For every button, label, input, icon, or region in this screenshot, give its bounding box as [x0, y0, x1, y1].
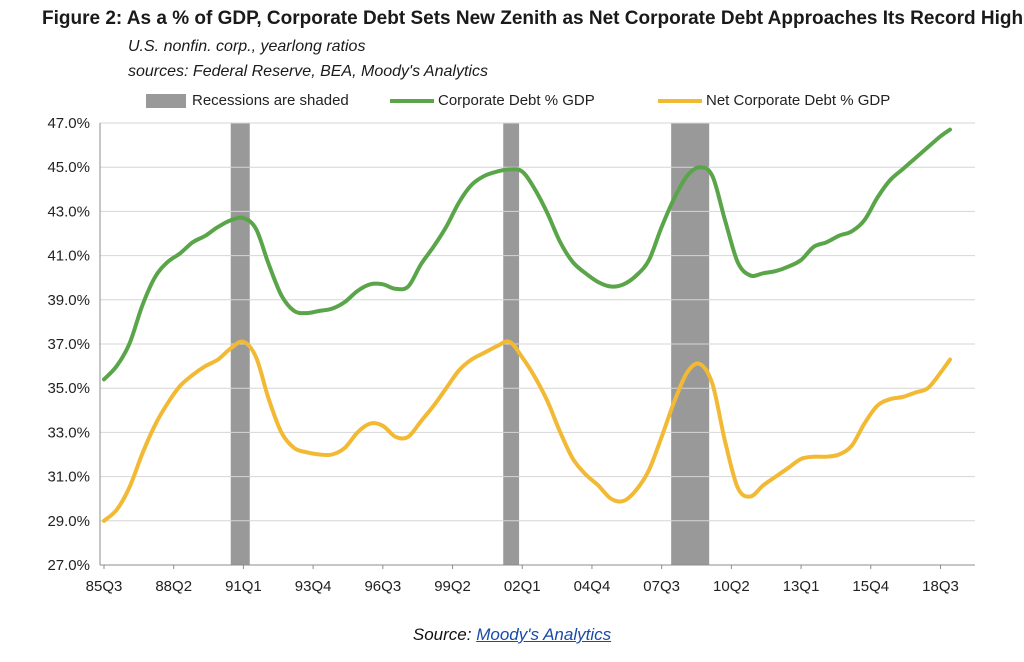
x-tick-label: 96Q3 — [364, 578, 401, 595]
x-tick-label: 10Q2 — [713, 578, 750, 595]
y-tick-label: 39.0% — [47, 292, 90, 309]
x-tick-label: 99Q2 — [434, 578, 471, 595]
x-tick-label: 04Q4 — [574, 578, 611, 595]
chart-legend: Recessions are shaded Corporate Debt % G… — [0, 92, 1024, 114]
x-tick-label: 88Q2 — [155, 578, 192, 595]
legend-swatch-recessions — [146, 93, 186, 108]
legend-item-recessions: Recessions are shaded — [146, 92, 349, 109]
y-tick-label: 41.0% — [47, 248, 90, 265]
y-tick-label: 29.0% — [47, 513, 90, 530]
y-tick-label: 27.0% — [47, 557, 90, 574]
y-tick-label: 31.0% — [47, 469, 90, 486]
x-tick-label: 13Q1 — [783, 578, 820, 595]
x-tick-label: 91Q1 — [225, 578, 262, 595]
source-prefix: Source: — [412, 625, 477, 644]
legend-label-recessions: Recessions are shaded — [192, 92, 349, 109]
x-tick-label: 15Q4 — [852, 578, 889, 595]
legend-swatch-net — [658, 98, 702, 103]
source-note: Source: Moody's Analytics — [0, 625, 1024, 645]
corporate-debt-line — [102, 127, 952, 382]
y-tick-label: 33.0% — [47, 424, 90, 441]
y-tick-label: 35.0% — [47, 380, 90, 397]
net-corporate-debt-line — [102, 339, 952, 523]
x-tick-label: 93Q4 — [295, 578, 332, 595]
x-tick-label: 18Q3 — [922, 578, 959, 595]
legend-swatch-corporate — [390, 98, 434, 103]
x-tick-label: 07Q3 — [643, 578, 680, 595]
y-tick-label: 47.0% — [47, 115, 90, 132]
legend-label-corporate: Corporate Debt % GDP — [438, 92, 595, 109]
x-tick-label: 02Q1 — [504, 578, 541, 595]
y-tick-label: 45.0% — [47, 159, 90, 176]
chart-title: Figure 2: As a % of GDP, Corporate Debt … — [42, 8, 1024, 29]
chart-subtitle: U.S. nonfin. corp., yearlong ratios — [128, 38, 366, 55]
legend-item-corporate: Corporate Debt % GDP — [390, 92, 595, 109]
chart-sources: sources: Federal Reserve, BEA, Moody's A… — [128, 63, 488, 80]
legend-item-net: Net Corporate Debt % GDP — [658, 92, 890, 109]
source-link[interactable]: Moody's Analytics — [476, 625, 612, 644]
y-tick-label: 43.0% — [47, 203, 90, 220]
x-tick-label: 85Q3 — [86, 578, 123, 595]
legend-label-net: Net Corporate Debt % GDP — [706, 92, 891, 109]
y-tick-label: 37.0% — [47, 336, 90, 353]
